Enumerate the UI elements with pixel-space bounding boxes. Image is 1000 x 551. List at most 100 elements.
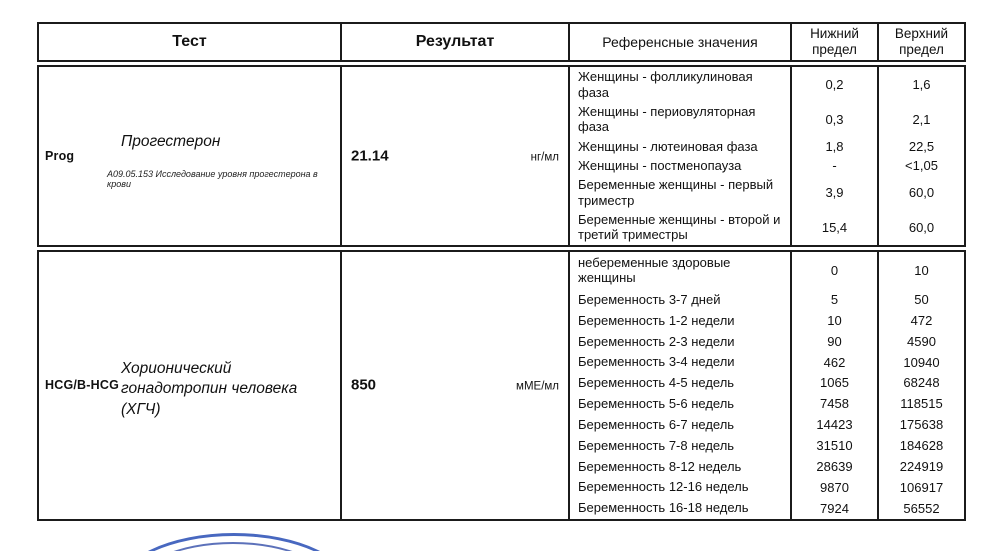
result-unit: нг/мл: [530, 151, 559, 164]
reference-row: Беременность 12-16 недель 9870 106917: [38, 476, 965, 498]
reference-row: Беременность 8-12 недель 28639 224919: [38, 455, 965, 477]
header-col-reference: Референсные значения: [568, 23, 791, 62]
lower-limit-value: 0,3: [790, 102, 878, 137]
reference-row: Беременность 2-3 недели 90 4590: [38, 330, 965, 352]
reference-name: Беременные женщины - второй и третий три…: [578, 212, 781, 243]
reference-name: Беременность 3-7 дней: [578, 291, 721, 307]
upper-limit-value: 10: [877, 250, 965, 290]
upper-limit-value: 224919: [877, 455, 965, 477]
reference-name: Беременность 16-18 недель: [578, 500, 749, 516]
test-title: Хорионический гонадотропин человека (ХГЧ…: [121, 359, 298, 418]
test-short-label: Prog: [45, 149, 75, 164]
upper-limit-value: 106917: [877, 476, 965, 498]
lower-limit-value: 90: [790, 330, 878, 352]
test-cell: Прогестерон А09.05.153 Исследование уровн…: [38, 66, 342, 246]
reference-row: Беременные женщины - первый триместр 3,9 6…: [38, 175, 965, 210]
reference-row: Беременность 3-7 дней 5 50: [38, 289, 965, 310]
lower-limit-value: 7458: [790, 393, 878, 415]
reference-row: Женщины - лютеиновая фаза 1,8 22,5: [38, 136, 965, 157]
lower-limit-value: 0: [790, 250, 878, 290]
lower-limit-value: 462: [790, 351, 878, 373]
reference-row: Беременность 4-5 недель 1065 68248: [38, 372, 965, 394]
upper-limit-value: 10940: [877, 351, 965, 373]
reference-row: Беременность 7-8 недель 31510 184628: [38, 435, 965, 456]
upper-limit-value: 175638: [877, 414, 965, 436]
upper-limit-value: 184628: [877, 435, 965, 456]
reference-name: Беременность 3-4 недели: [578, 354, 735, 370]
reference-name: Беременность 6-7 недель: [578, 416, 735, 432]
lower-limit-value: 5: [790, 289, 878, 310]
upper-limit-value: 60,0: [877, 210, 965, 246]
lower-limit-value: 14423: [790, 414, 878, 436]
lower-limit-value: 28639: [790, 455, 878, 477]
lower-limit-value: 3,9: [790, 175, 878, 210]
reference-row: Хорионический гонадотропин человека (ХГЧ…: [38, 250, 965, 520]
lower-limit-value: 9870: [790, 476, 878, 498]
stamp-outer-ring: [116, 533, 352, 551]
upper-limit-value: 50: [877, 289, 965, 310]
reference-name: Женщины - фолликулиновая фаза: [578, 69, 753, 100]
reference-name: Беременность 1-2 недели: [578, 312, 735, 328]
lower-limit-value: 15,4: [790, 210, 878, 246]
upper-limit-value: 56552: [877, 497, 965, 520]
result-cell: 850 мМЕ/мл: [341, 250, 570, 520]
test-section-row: Хорионический гонадотропин человека (ХГЧ…: [37, 249, 966, 521]
lower-limit-value: 1065: [790, 372, 878, 394]
stamp-inner-ring: [131, 542, 335, 551]
reference-name: Женщины - лютеиновая фаза: [578, 138, 758, 154]
test-code: А09.05.153 Исследование уровня прогестер…: [107, 169, 318, 190]
reference-row: Беременность 5-6 недель 7458 118515: [38, 393, 965, 415]
reference-name: Беременность 12-16 недель: [578, 479, 749, 495]
test-short-label: HCG/B-HCG: [45, 378, 120, 393]
test-cell: Хорионический гонадотропин человека (ХГЧ…: [38, 250, 342, 520]
result-line: 850 мМЕ/мл: [342, 377, 568, 394]
reference-name: Беременные женщины - первый триместр: [578, 177, 774, 208]
lower-limit-value: -: [790, 156, 878, 176]
reference-name: Беременность 2-3 недели: [578, 333, 735, 349]
upper-limit-value: 472: [877, 309, 965, 331]
upper-limit-value: 4590: [877, 330, 965, 352]
reference-name: Беременность 4-5 недель: [578, 375, 735, 391]
result-line: 21.14 нг/мл: [342, 148, 568, 165]
upper-limit-value: 2,1: [877, 102, 965, 137]
lower-limit-value: 1,8: [790, 136, 878, 157]
header-col-test: Тест: [172, 33, 207, 51]
reference-name: Беременность 7-8 недель: [578, 437, 735, 453]
reference-row: Беременность 3-4 недели 462 10940: [38, 351, 965, 373]
result-cell: 21.14 нг/мл: [341, 66, 570, 246]
results-table: Тест Результат Референсные значения Нижн…: [37, 22, 966, 524]
test-sections: Прогестерон А09.05.153 Исследование уровн…: [37, 65, 966, 521]
table-header-row: Тест Результат Референсные значения Нижн…: [37, 22, 966, 63]
reference-name: небеременные здоровые женщины: [578, 255, 731, 286]
lower-limit-value: 7924: [790, 497, 878, 520]
reference-row: Беременность 16-18 недель 7924 56552: [38, 497, 965, 520]
upper-limit-value: 22,5: [877, 136, 965, 157]
result-value: 850: [351, 376, 377, 394]
upper-limit-value: 60,0: [877, 175, 965, 210]
reference-row: Беременные женщины - второй и третий три…: [38, 210, 965, 246]
test-section-row: Прогестерон А09.05.153 Исследование уровн…: [37, 65, 966, 247]
lower-limit-value: 31510: [790, 435, 878, 456]
result-value: 21.14: [351, 147, 389, 165]
test-title: Прогестерон: [121, 132, 221, 150]
reference-row: Прогестерон А09.05.153 Исследование уровн…: [38, 66, 965, 246]
header-col-upper-limit: Верхний предел: [877, 23, 965, 62]
reference-row: Беременность 6-7 недель 14423 175638: [38, 414, 965, 436]
reference-row: Беременность 1-2 недели 10 472: [38, 309, 965, 331]
upper-limit-value: 118515: [877, 393, 965, 415]
upper-limit-value: <1,05: [877, 156, 965, 176]
upper-limit-value: 1,6: [877, 66, 965, 103]
reference-row: Женщины - постменопауза - <1,05: [38, 156, 965, 176]
reference-name: Беременность 5-6 недель: [578, 396, 735, 412]
reference-row: Женщины - периовуляторная фаза 0,3 2,1: [38, 102, 965, 137]
result-unit: мМЕ/мл: [516, 380, 559, 393]
reference-name: Беременность 8-12 недель: [578, 458, 742, 474]
reference-name: Женщины - периовуляторная фаза: [578, 104, 756, 135]
reference-name: Женщины - постменопауза: [578, 158, 742, 174]
lower-limit-value: 0,2: [790, 66, 878, 103]
upper-limit-value: 68248: [877, 372, 965, 394]
header-col-result: Результат: [340, 23, 569, 62]
header-col-lower-limit: Нижний предел: [790, 23, 878, 62]
lower-limit-value: 10: [790, 309, 878, 331]
